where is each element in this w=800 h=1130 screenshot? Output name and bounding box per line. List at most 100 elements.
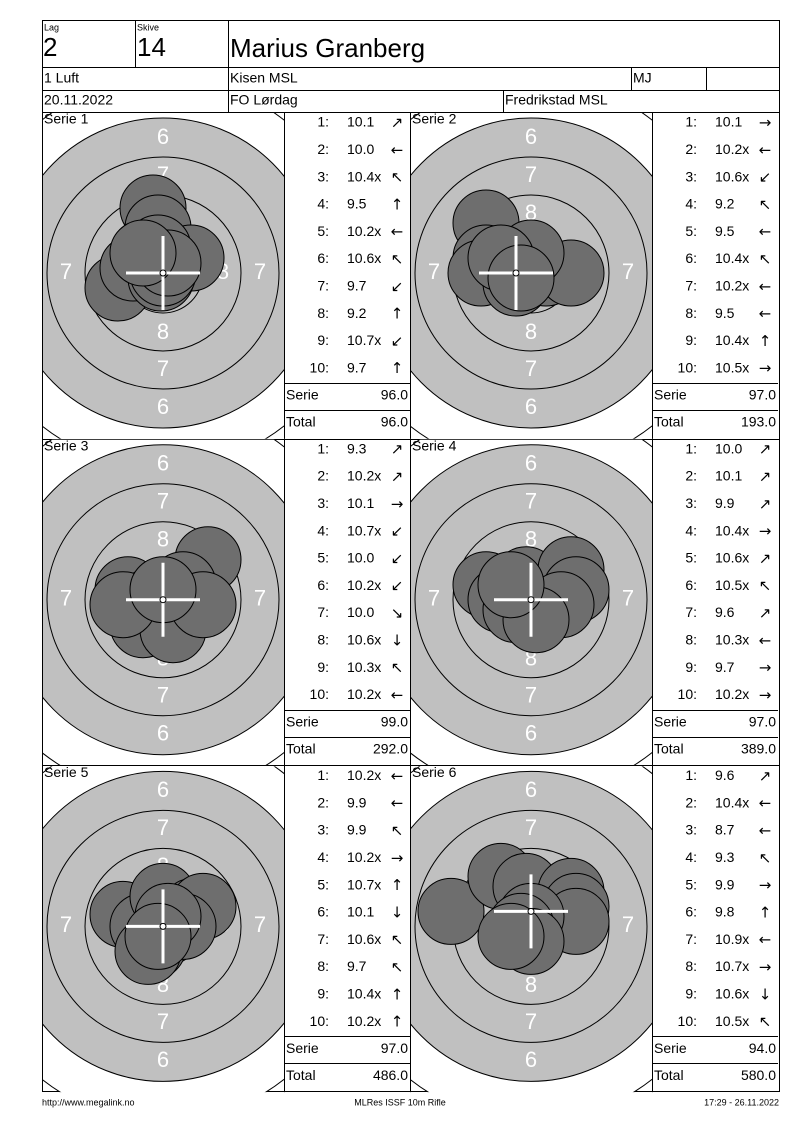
shot-direction: ↗ [759,767,772,785]
shot-number: 5: [685,223,697,239]
shot-number: 7: [685,278,697,294]
shot-hole [477,551,545,619]
ring-label: 7 [254,586,266,611]
shot-direction: ↑ [391,359,404,377]
shot-score: 10.2x [347,223,381,239]
center-dot [512,269,520,277]
ring-label: 7 [428,586,440,611]
shot-direction: → [759,659,772,677]
ring-label: 7 [60,586,72,611]
ring-label: 7 [525,356,537,381]
shot-hole [109,219,177,287]
ring [46,483,280,717]
ring-label: 6 [157,721,169,746]
series-title: Serie 4 [412,437,457,453]
shot-direction: ↑ [391,876,404,894]
total-value: 193.0 [741,414,776,430]
shot-score: 10.0 [347,604,374,620]
serie-label: Serie [654,387,687,403]
shot-direction: ↖ [391,250,404,268]
shot-number: 3: [685,822,697,838]
shot-direction: ↗ [759,440,772,458]
shot-score: 10.1 [715,114,742,130]
shot-direction: ↗ [759,468,772,486]
shot-score: 10.1 [347,495,374,511]
shot-number: 4: [317,522,329,538]
shot-direction: ↖ [391,659,404,677]
shot-number: 8: [317,958,329,974]
shot-score: 10.2x [715,686,749,702]
shot-number: 1: [317,114,329,130]
serie-label: Serie [286,1040,319,1056]
target: 678876778 [411,113,652,439]
shot-direction: ↙ [391,522,404,540]
shot-direction: ↑ [391,985,404,1003]
ring-label: 7 [157,1009,169,1034]
ring-label: 7 [622,912,634,937]
total-label: Total [286,740,316,756]
shot-score: 10.4x [715,794,749,810]
shot-score: 9.9 [715,495,735,511]
ring-label: 8 [157,319,169,344]
ring-label: 7 [254,259,266,284]
total-value: 389.0 [741,740,776,756]
shot-direction: ↑ [759,332,772,350]
shot-direction: ← [759,141,772,159]
shot-direction: ← [759,277,772,295]
shot-direction: → [759,686,772,704]
shot-hole [487,244,555,312]
shot-direction: ↑ [391,305,404,323]
shot-number: 2: [317,141,329,157]
serie-value: 97.0 [749,713,776,729]
shot-number: 4: [685,849,697,865]
shot-number: 10: [310,686,329,702]
shot-number: 3: [317,495,329,511]
ring [414,809,648,1043]
shot-direction: ↓ [391,631,404,649]
shot-direction: ↗ [391,114,404,132]
shot-direction: ↗ [391,468,404,486]
center-dot [527,596,535,604]
serie-value: 96.0 [381,387,408,403]
shot-number: 8: [685,305,697,321]
lag: 2 [43,32,57,62]
shot-number: 2: [317,468,329,484]
shot-number: 1: [685,114,697,130]
shot-direction: ← [391,794,404,812]
shot-number: 1: [685,440,697,456]
serie-label: Serie [654,1040,687,1056]
ring-label: 7 [60,912,72,937]
total-label: Total [654,740,684,756]
shot-score: 9.2 [347,305,367,321]
shot-score: 10.6x [347,931,381,947]
total-value: 292.0 [373,740,408,756]
ring-label: 6 [157,451,169,476]
shot-number: 6: [317,250,329,266]
shot-direction: ← [391,223,404,241]
shot-number: 3: [685,495,697,511]
shot-direction: ↓ [759,985,772,1003]
shot-number: 8: [685,958,697,974]
shot-number: 9: [685,332,697,348]
serie-label: Serie [654,713,687,729]
shot-direction: ↖ [391,168,404,186]
total-label: Total [286,1067,316,1083]
serie-label: Serie [286,387,319,403]
shot-direction: ↑ [391,195,404,213]
ring-label: 7 [157,683,169,708]
shot-direction: → [759,958,772,976]
series-title: Serie 3 [44,437,89,453]
shot-score: 9.6 [715,767,735,783]
shot-score: 10.6x [347,632,381,648]
ring-label: 8 [525,972,537,997]
shot-number: 4: [317,196,329,212]
shot-number: 9: [685,659,697,675]
shot-number: 3: [685,168,697,184]
target: 678876778 [411,439,652,766]
shot-score: 9.8 [715,904,735,920]
serie-label: Serie [286,713,319,729]
ring-label: 7 [157,356,169,381]
center-dot [159,596,167,604]
ring-label: 7 [525,162,537,187]
shot-direction: → [391,849,404,867]
